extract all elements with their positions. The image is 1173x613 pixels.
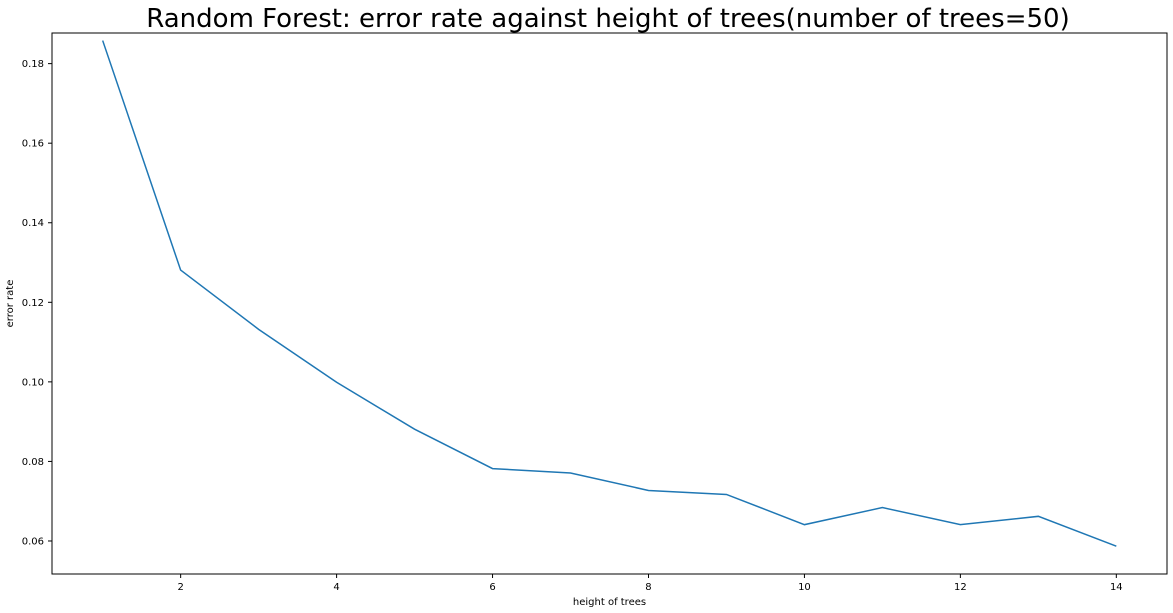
plot-area bbox=[51, 32, 1168, 575]
x-tick-label: 10 bbox=[798, 582, 811, 593]
y-tick-label: 0.06 bbox=[22, 536, 44, 547]
x-tick-label: 4 bbox=[333, 582, 339, 593]
y-tick-label: 0.08 bbox=[22, 457, 44, 468]
x-tick-label: 8 bbox=[645, 582, 651, 593]
series-line bbox=[101, 40, 1117, 547]
chart-title: Random Forest: error rate against height… bbox=[146, 4, 1069, 34]
x-tick-label: 12 bbox=[954, 582, 967, 593]
x-axis-label: height of trees bbox=[573, 597, 646, 608]
y-axis-label: error rate bbox=[5, 280, 16, 328]
x-tick-label: 6 bbox=[489, 582, 495, 593]
y-tick-label: 0.18 bbox=[22, 59, 44, 70]
x-tick-label: 2 bbox=[177, 582, 183, 593]
y-tick-label: 0.10 bbox=[22, 377, 44, 388]
y-tick-label: 0.16 bbox=[22, 139, 44, 150]
y-axis: 0.06 0.08 0.10 0.12 0.14 0.16 0.18 bbox=[22, 59, 52, 547]
x-axis: 2 4 6 8 10 12 14 bbox=[177, 574, 1123, 593]
y-tick-label: 0.12 bbox=[22, 298, 44, 309]
x-tick-label: 14 bbox=[1110, 582, 1123, 593]
y-tick-label: 0.14 bbox=[22, 218, 44, 229]
